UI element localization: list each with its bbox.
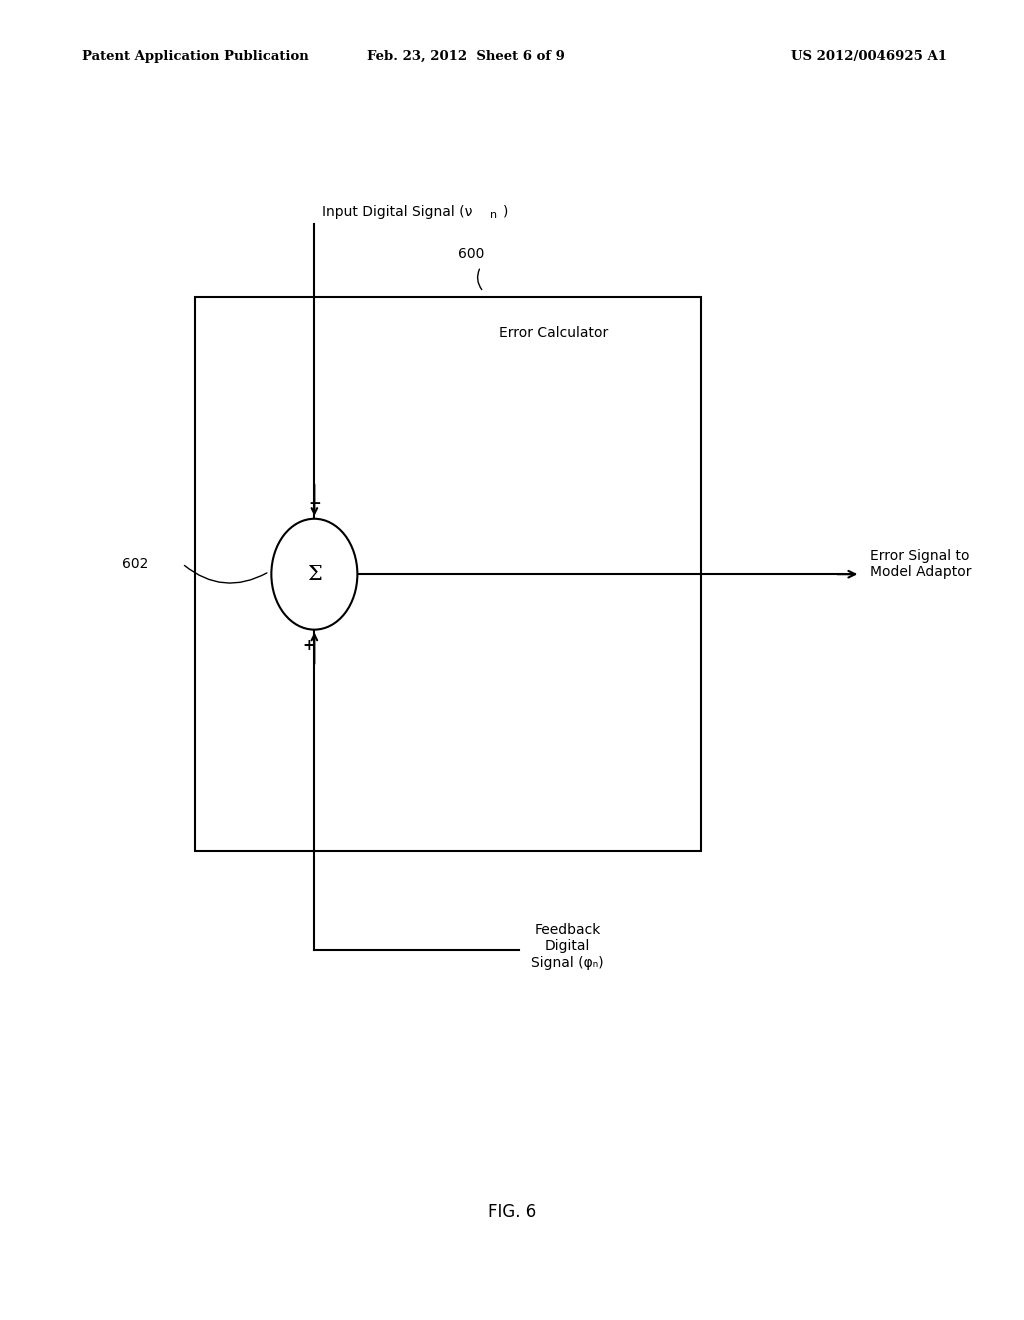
Text: US 2012/0046925 A1: US 2012/0046925 A1 (792, 50, 947, 63)
Text: FIG. 6: FIG. 6 (487, 1203, 537, 1221)
Text: 600: 600 (458, 247, 484, 261)
Text: ): ) (503, 205, 508, 219)
Text: Σ: Σ (307, 565, 322, 583)
Text: Feb. 23, 2012  Sheet 6 of 9: Feb. 23, 2012 Sheet 6 of 9 (367, 50, 565, 63)
Text: n: n (490, 210, 498, 220)
Text: +: + (303, 638, 315, 652)
Circle shape (271, 519, 357, 630)
Text: Patent Application Publication: Patent Application Publication (82, 50, 308, 63)
Text: Error Signal to
Model Adaptor: Error Signal to Model Adaptor (870, 549, 972, 578)
Text: Input Digital Signal (ν: Input Digital Signal (ν (322, 205, 472, 219)
Bar (195, 297, 701, 851)
Text: −: − (308, 496, 321, 511)
Text: Error Calculator: Error Calculator (499, 326, 608, 341)
Text: 602: 602 (122, 557, 148, 570)
Text: Feedback
Digital
Signal (φₙ): Feedback Digital Signal (φₙ) (531, 923, 604, 970)
